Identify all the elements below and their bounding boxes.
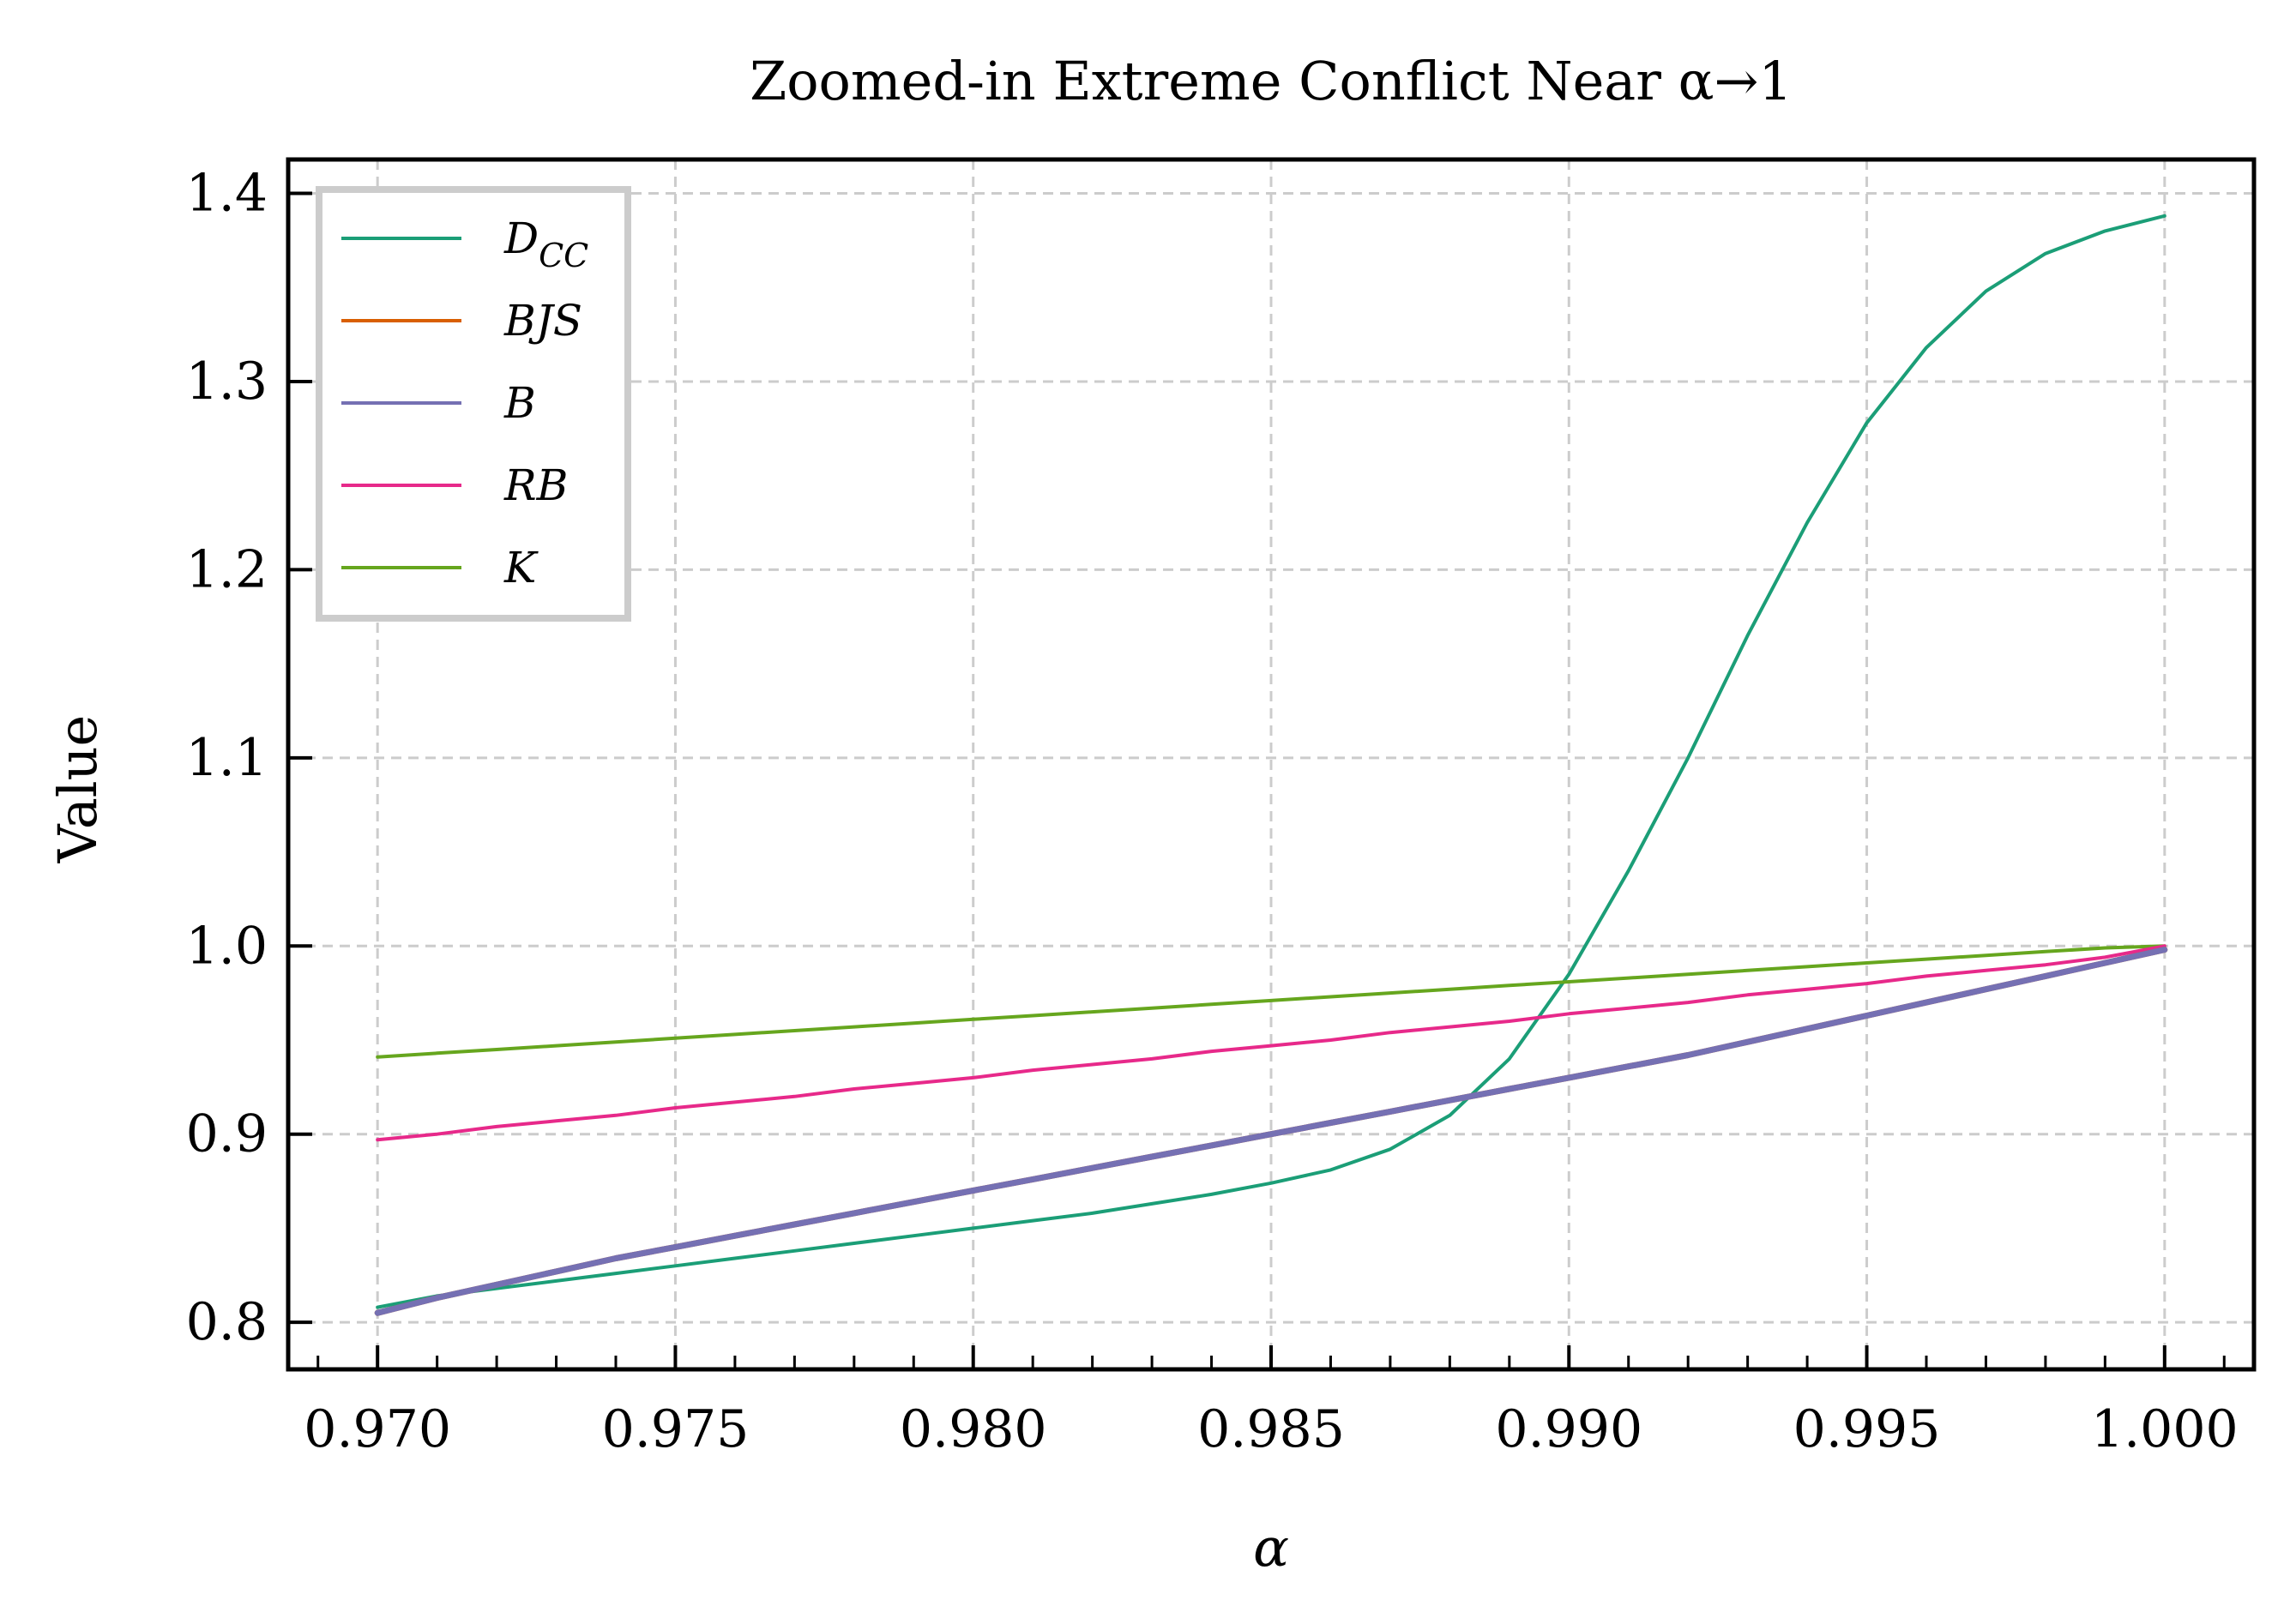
- legend-label-main: BJS: [503, 296, 582, 346]
- y-tick-label: 0.9: [186, 1104, 268, 1164]
- chart-title: Zoomed-in Extreme Conflict Near α→1: [750, 50, 1793, 112]
- x-axis-label: α: [1253, 1516, 1289, 1579]
- legend-label-main: B: [503, 378, 536, 428]
- legend: DCC BJS B RB K: [316, 186, 631, 622]
- series-layer: [374, 214, 2168, 1316]
- x-tick-label: 1.000: [2091, 1399, 2239, 1459]
- x-tick-label: 0.990: [1495, 1399, 1642, 1459]
- series-line-d: [376, 214, 2166, 1309]
- legend-label-subscript: CC: [539, 237, 588, 274]
- x-tick-label: 0.985: [1197, 1399, 1345, 1459]
- y-tick-label: 1.4: [186, 163, 268, 223]
- legend-label: K: [503, 543, 539, 592]
- ticks: 0.970 0.975 0.980 0.985 0.990 0.995 1.000 0.8 0.…: [186, 163, 2239, 1459]
- y-tick-label: 1.1: [186, 728, 268, 788]
- legend-label: DCC: [503, 214, 588, 274]
- series-line-rb: [376, 944, 2166, 1142]
- y-tick-label: 1.0: [186, 916, 268, 976]
- x-tick-label: 0.975: [602, 1399, 750, 1459]
- y-axis-label: Value: [46, 715, 109, 864]
- y-tick-label: 0.8: [186, 1292, 268, 1352]
- x-tick-label: 0.980: [900, 1399, 1047, 1459]
- y-tick-label: 1.3: [186, 352, 268, 412]
- x-tick-label: 0.970: [304, 1399, 451, 1459]
- legend-label-main: K: [503, 543, 539, 592]
- legend-label-main: D: [503, 214, 539, 263]
- legend-label-main: RB: [503, 460, 568, 510]
- series-line-b: [374, 947, 2168, 1316]
- y-tick-label: 1.2: [186, 539, 268, 599]
- legend-label: BJS: [503, 296, 582, 346]
- series-line-k: [376, 944, 2166, 1059]
- legend-label: RB: [503, 460, 568, 510]
- legend-label: B: [503, 378, 536, 428]
- x-tick-label: 0.995: [1793, 1399, 1941, 1459]
